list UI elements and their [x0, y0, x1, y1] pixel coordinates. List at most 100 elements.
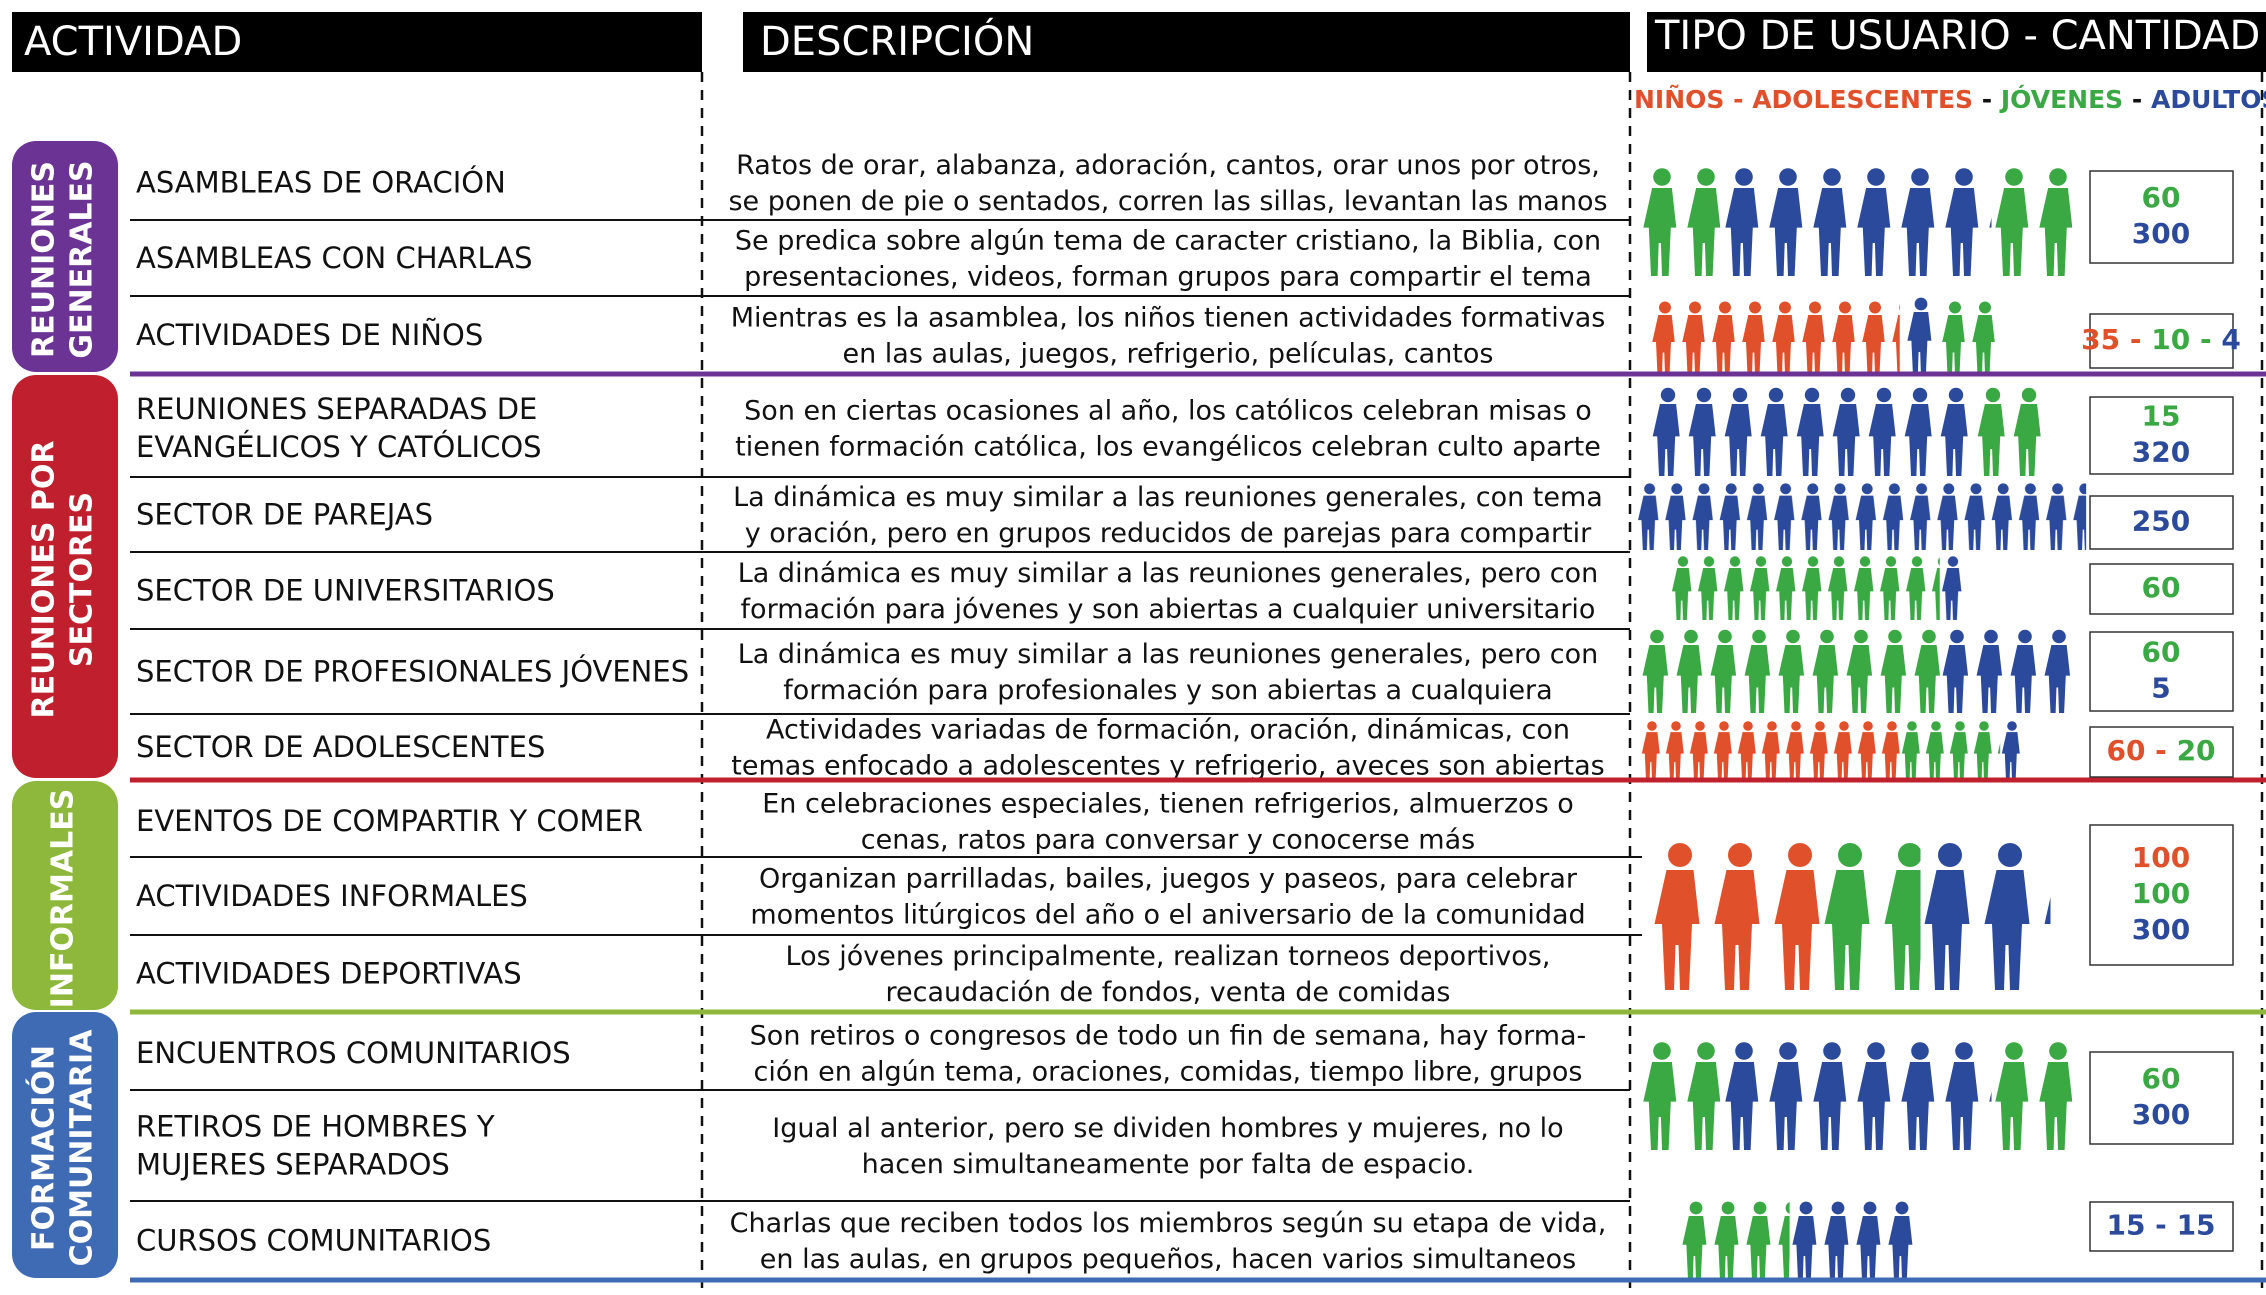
activity: ASAMBLEAS CON CHARLAS: [136, 241, 533, 275]
column-header: ACTIVIDAD: [24, 19, 242, 65]
figures: [1636, 166, 2087, 1280]
description: Son en ciertas ocasiones al año, los cat…: [744, 396, 1592, 427]
count-value: 20: [2177, 734, 2216, 767]
count-box: [2089, 563, 2234, 615]
count-line: 60: [2142, 181, 2181, 214]
count-value: 10: [2151, 323, 2190, 356]
activity: MUJERES SEPARADOS: [136, 1148, 450, 1182]
description: Ratos de orar, alabanza, adoración, cant…: [736, 150, 1600, 181]
group-label: REUNIONES POR: [27, 441, 62, 719]
activity: ENCUENTROS COMUNITARIOS: [136, 1036, 571, 1070]
group-label: SECTORES: [65, 492, 100, 667]
description: La dinámica es muy similar a las reunion…: [733, 482, 1603, 513]
count-value: -: [2145, 1209, 2176, 1242]
count-value: 60: [2142, 571, 2181, 604]
description: hacen simultaneamente por falta de espac…: [862, 1149, 1475, 1180]
activity: REUNIONES SEPARADAS DE: [136, 392, 537, 426]
count-box: [2089, 1051, 2234, 1145]
header-bar: [743, 12, 1630, 72]
column-header: TIPO DE USUARIO - CANTIDAD: [1654, 13, 2260, 59]
count-value: 15: [2106, 1209, 2145, 1242]
header-bar: [12, 12, 702, 72]
count-value: 250: [2132, 505, 2190, 538]
count-line: 100: [2132, 841, 2190, 874]
count-value: 100: [2132, 841, 2190, 874]
activity: ACTIVIDADES INFORMALES: [136, 879, 528, 913]
description: En celebraciones especiales, tienen refr…: [762, 789, 1574, 820]
activity: ASAMBLEAS DE ORACIÓN: [136, 166, 506, 200]
count-line: 60: [2142, 636, 2181, 669]
description: Mientras es la asamblea, los niños tiene…: [731, 303, 1606, 334]
count-line: 60: [2142, 571, 2181, 604]
count-value: 60: [2142, 181, 2181, 214]
header-bar: [1647, 12, 2266, 72]
description: Organizan parrilladas, bailes, juegos y …: [759, 864, 1578, 895]
count-line: 250: [2132, 505, 2190, 538]
count-value: 300: [2132, 913, 2190, 946]
count-line: 35 - 10 - 4: [2081, 323, 2241, 356]
description: ción en algún tema, oraciones, comidas, …: [754, 1057, 1583, 1088]
description: presentaciones, videos, forman grupos pa…: [744, 262, 1592, 293]
count-box: [2089, 396, 2234, 475]
count-value: 60: [2142, 636, 2181, 669]
count-value: -: [2120, 323, 2151, 356]
activity: SECTOR DE UNIVERSITARIOS: [136, 574, 555, 608]
count-line: 60 - 20: [2106, 734, 2215, 767]
description: cenas, ratos para conversar y conocerse …: [861, 825, 1475, 856]
legend-item: -: [1973, 85, 2001, 114]
count-box: [2089, 824, 2234, 966]
count-line: 100: [2132, 877, 2190, 910]
count-value: -: [2145, 734, 2176, 767]
description: formación para profesionales y son abier…: [783, 675, 1552, 706]
group-label: GENERALES: [65, 160, 100, 358]
description: Son retiros o congresos de todo un fin d…: [750, 1021, 1587, 1052]
group-label: REUNIONES: [27, 161, 62, 358]
activity: EVANGÉLICOS Y CATÓLICOS: [136, 430, 542, 464]
count-line: 15: [2142, 400, 2181, 433]
activity: SECTOR DE PAREJAS: [136, 498, 433, 532]
activity: RETIROS DE HOMBRES Y: [136, 1110, 495, 1144]
count-box: [2089, 726, 2234, 778]
legend-item: NIÑOS - ADOLESCENTES: [1634, 85, 1973, 114]
count-box: [2089, 170, 2234, 264]
activity: EVENTOS DE COMPARTIR Y COMER: [136, 804, 643, 838]
count-value: 100: [2132, 877, 2190, 910]
legend-item: ADULTOS: [2151, 85, 2266, 114]
group-pill: [12, 1012, 118, 1278]
count-value: 15: [2177, 1209, 2216, 1242]
description: recaudación de fondos, venta de comidas: [886, 977, 1451, 1008]
count-value: 60: [2106, 734, 2145, 767]
count-line: 300: [2132, 913, 2190, 946]
count-line: 300: [2132, 1098, 2190, 1131]
description: Actividades variadas de formación, oraci…: [766, 715, 1570, 746]
description: Los jóvenes principalmente, realizan tor…: [786, 941, 1551, 972]
description: tienen formación católica, los evangélic…: [735, 432, 1601, 463]
column-header: DESCRIPCIÓN: [760, 17, 1034, 65]
activity: SECTOR DE PROFESIONALES JÓVENES: [136, 655, 689, 689]
activity: CURSOS COMUNITARIOS: [136, 1224, 491, 1258]
description: formación para jóvenes y son abiertas a …: [741, 594, 1596, 625]
count-value: 35: [2081, 323, 2120, 356]
activity: SECTOR DE ADOLESCENTES: [136, 730, 545, 764]
count-line: 320: [2132, 436, 2190, 469]
description: La dinámica es muy similar a las reunion…: [738, 639, 1598, 670]
description: temas enfocado a adolescentes y refriger…: [731, 751, 1604, 782]
activity: ACTIVIDADES DEPORTIVAS: [136, 957, 522, 991]
count-value: 300: [2132, 1098, 2190, 1131]
count-value: -: [2190, 323, 2221, 356]
description: se ponen de pie o sentados, corren las s…: [728, 186, 1607, 217]
count-line: 5: [2151, 672, 2170, 705]
count-value: 60: [2142, 1062, 2181, 1095]
count-line: 300: [2132, 217, 2190, 250]
description: en las aulas, juegos, refrigerio, pelícu…: [843, 339, 1494, 370]
legend-item: -: [2123, 85, 2151, 114]
count-box: [2089, 631, 2234, 712]
description: La dinámica es muy similar a las reunion…: [738, 558, 1598, 589]
count-box: [2089, 313, 2234, 369]
count-value: 4: [2221, 323, 2240, 356]
description: Se predica sobre algún tema de caracter …: [735, 226, 1601, 257]
description: en las aulas, en grupos pequeños, hacen …: [760, 1244, 1576, 1275]
count-value: 300: [2132, 217, 2190, 250]
